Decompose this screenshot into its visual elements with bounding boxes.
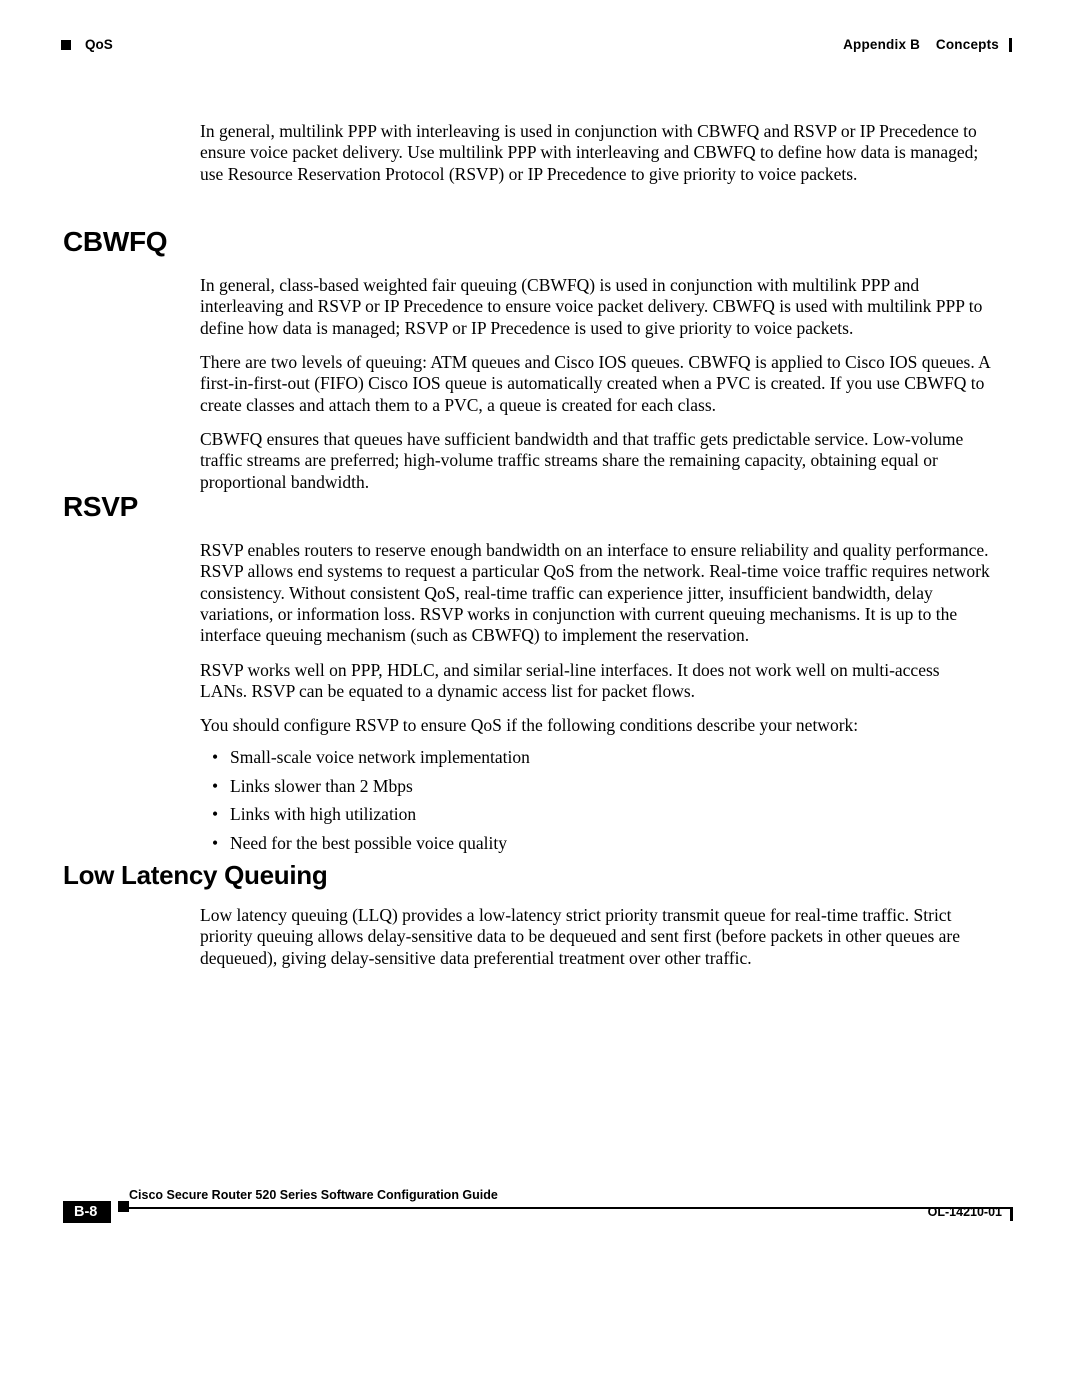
cbwfq-block: In general, class-based weighted fair qu…	[200, 275, 990, 506]
rsvp-paragraph-2: RSVP works well on PPP, HDLC, and simila…	[200, 660, 990, 703]
header-appendix-label: Appendix B Concepts	[843, 37, 999, 52]
heading-cbwfq: CBWFQ	[63, 226, 167, 258]
intro-block: In general, multilink PPP with interleav…	[200, 121, 990, 198]
header-right: Appendix B Concepts	[843, 37, 1012, 52]
rsvp-paragraph-1: RSVP enables routers to reserve enough b…	[200, 540, 990, 647]
rsvp-bullet-item: Links slower than 2 Mbps	[200, 776, 990, 797]
rsvp-bullet-list: Small-scale voice network implementation…	[200, 747, 990, 855]
footer-divider-icon	[1010, 1207, 1013, 1221]
square-bullet-icon	[61, 40, 71, 50]
footer-doc-id: OL-14210-01	[928, 1205, 1002, 1219]
header-appendix: Appendix B	[843, 37, 920, 52]
rsvp-paragraph-3: You should configure RSVP to ensure QoS …	[200, 715, 990, 736]
rsvp-bullet-item: Small-scale voice network implementation	[200, 747, 990, 768]
header-left: QoS	[61, 37, 113, 52]
llq-block: Low latency queuing (LLQ) provides a low…	[200, 905, 990, 982]
cbwfq-paragraph-2: There are two levels of queuing: ATM que…	[200, 352, 990, 416]
rsvp-bullet-item: Links with high utilization	[200, 804, 990, 825]
rsvp-block: RSVP enables routers to reserve enough b…	[200, 540, 990, 862]
footer-square-icon	[118, 1201, 129, 1212]
header-section-label: QoS	[85, 37, 113, 52]
intro-paragraph: In general, multilink PPP with interleav…	[200, 121, 990, 185]
rsvp-bullet-item: Need for the best possible voice quality	[200, 833, 990, 854]
cbwfq-paragraph-1: In general, class-based weighted fair qu…	[200, 275, 990, 339]
page: QoS Appendix B Concepts In general, mult…	[0, 0, 1080, 1397]
heading-llq: Low Latency Queuing	[63, 860, 327, 891]
footer-rule	[129, 1207, 1013, 1209]
llq-paragraph-1: Low latency queuing (LLQ) provides a low…	[200, 905, 990, 969]
page-number-badge: B-8	[63, 1201, 111, 1223]
cbwfq-paragraph-3: CBWFQ ensures that queues have sufficien…	[200, 429, 990, 493]
header-divider-icon	[1009, 38, 1012, 52]
heading-rsvp: RSVP	[63, 491, 138, 523]
footer-doc-title: Cisco Secure Router 520 Series Software …	[129, 1188, 498, 1202]
header-concepts: Concepts	[936, 37, 999, 52]
